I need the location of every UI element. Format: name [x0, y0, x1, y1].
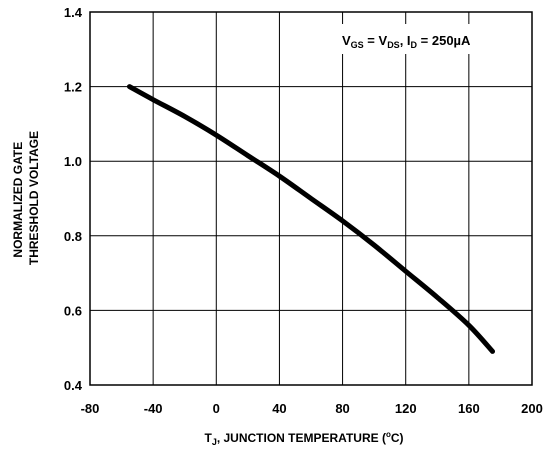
grid — [90, 12, 532, 385]
x-tick-label: 160 — [458, 401, 480, 416]
x-tick-label: -40 — [144, 401, 163, 416]
x-tick-label: 200 — [521, 401, 543, 416]
y-tick-label: 0.8 — [64, 229, 82, 244]
y-tick-label: 1.4 — [64, 5, 83, 20]
series-line — [126, 84, 496, 354]
x-tick-label: -80 — [81, 401, 100, 416]
x-tick-label: 120 — [395, 401, 417, 416]
y-tick-label: 0.6 — [64, 303, 82, 318]
y-tick-label: 1.0 — [64, 154, 82, 169]
y-tick-labels: 0.4 0.6 0.8 1.0 1.2 1.4 — [64, 5, 83, 393]
y-tick-label: 0.4 — [64, 378, 83, 393]
x-tick-label: 0 — [213, 401, 220, 416]
x-tick-label: 80 — [335, 401, 349, 416]
y-axis-label: NORMALIZED GATE THRESHOLD VOLTAGE — [11, 131, 41, 265]
condition-annotation: VGS = VDS, ID = 250µA — [342, 33, 471, 50]
x-tick-label: 40 — [272, 401, 286, 416]
y-tick-label: 1.2 — [64, 80, 82, 95]
x-axis-label: TJ, JUNCTION TEMPERATURE (oC) — [204, 430, 403, 447]
annotation-box — [335, 24, 517, 54]
x-tick-labels: -80 -40 0 40 80 120 160 200 — [81, 401, 543, 416]
plot-frame — [89, 11, 533, 386]
